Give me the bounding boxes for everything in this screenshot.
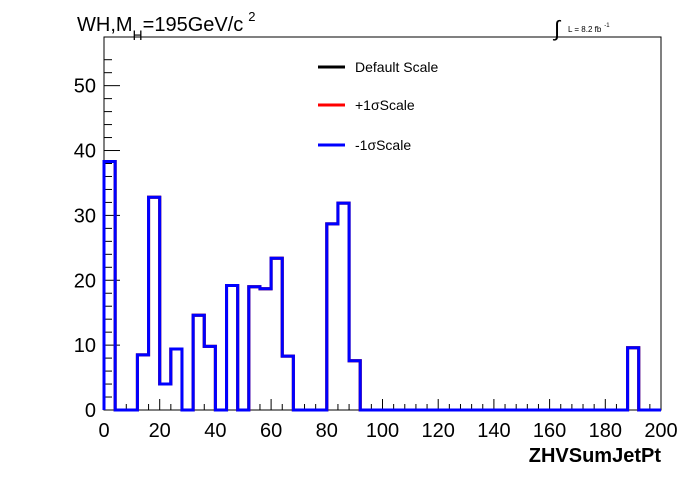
legend: Default Scale +1σScale -1σScale xyxy=(318,59,438,153)
chart-title-rest: =195GeV/c xyxy=(143,14,244,36)
plot-frame xyxy=(103,36,662,411)
x-tick-label: 120 xyxy=(422,420,455,442)
luminosity-label: L = 8.2 fb -1 xyxy=(568,23,610,34)
x-tick-label: 100 xyxy=(366,420,399,442)
chart-title: WH,MH=195GeV/c 2 xyxy=(77,9,256,43)
x-tick-label: 60 xyxy=(260,420,282,442)
x-tick-label: 180 xyxy=(589,420,622,442)
x-tick-label: 0 xyxy=(98,420,109,442)
x-tick-label: 140 xyxy=(477,420,510,442)
x-tick-label: 40 xyxy=(204,420,226,442)
y-tick-label: 20 xyxy=(74,270,96,292)
x-tick-label: 20 xyxy=(149,420,171,442)
x-tick-label: 200 xyxy=(644,420,677,442)
y-tick-label: 30 xyxy=(74,205,96,227)
series-line-0 xyxy=(102,160,661,412)
legend-label: -1σScale xyxy=(355,137,411,153)
x-axis: 0 20 40 60 80 100 120 140 160 180 200 xyxy=(98,399,678,442)
y-tick-label: 50 xyxy=(74,76,96,98)
chart-title-subscript: H xyxy=(133,27,143,43)
y-tick-label: 0 xyxy=(85,400,96,422)
series-layer xyxy=(102,160,661,412)
x-axis-title: ZHVSumJetPt xyxy=(529,445,662,467)
y-tick-label: 10 xyxy=(74,335,96,357)
luminosity-superscript: -1 xyxy=(604,23,610,29)
series-line-2 xyxy=(102,160,661,412)
x-tick-label: 160 xyxy=(533,420,566,442)
y-tick-label: 40 xyxy=(74,141,96,163)
chart-title-superscript: 2 xyxy=(248,9,255,24)
integral-sign: ∫ xyxy=(552,16,562,41)
legend-label: +1σScale xyxy=(355,97,415,113)
y-axis: 0 10 20 30 40 50 xyxy=(74,59,120,422)
legend-label: Default Scale xyxy=(355,59,438,75)
series-line-1 xyxy=(102,160,661,412)
x-tick-label: 80 xyxy=(316,420,338,442)
